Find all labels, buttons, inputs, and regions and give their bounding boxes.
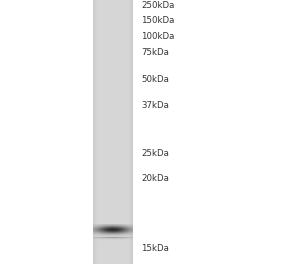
Text: 37kDa: 37kDa xyxy=(142,101,169,110)
Text: 75kDa: 75kDa xyxy=(142,48,169,57)
Text: 20kDa: 20kDa xyxy=(142,174,169,183)
Text: 15kDa: 15kDa xyxy=(142,244,169,253)
Text: 25kDa: 25kDa xyxy=(142,149,169,158)
Text: 100kDa: 100kDa xyxy=(142,32,175,41)
Text: 50kDa: 50kDa xyxy=(142,75,169,84)
Text: 250kDa: 250kDa xyxy=(142,1,175,10)
Text: 150kDa: 150kDa xyxy=(142,16,175,25)
